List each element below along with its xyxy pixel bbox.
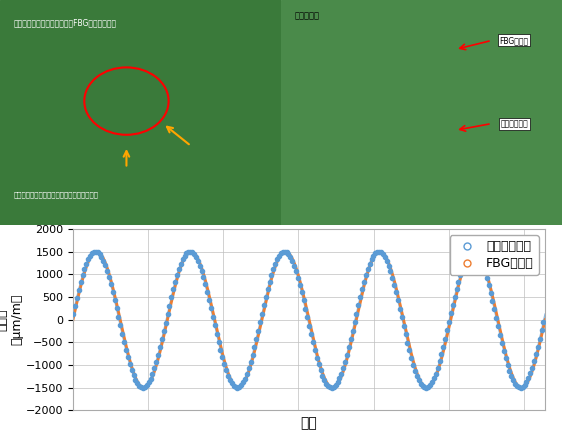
FBGセンサ [93,249,100,254]
ひずみゲージ [268,273,275,278]
Y-axis label: ひずみ
［μm/m］: ひずみ ［μm/m］ [0,294,23,345]
ひずみゲージ [92,249,99,254]
FBGセンサ [70,317,76,322]
ひずみゲージ [151,366,158,371]
FBGセンサ [528,370,535,375]
X-axis label: 時間: 時間 [301,416,318,430]
Text: 試験片表面にひずみゲージとFBGセンサを貼付: 試験片表面にひずみゲージとFBGセンサを貼付 [14,18,117,27]
Polygon shape [281,0,562,225]
ひずみゲージ [70,311,76,317]
FBGセンサ [287,253,294,258]
Text: ひずみゲージ: ひずみゲージ [501,119,528,128]
FBGセンサ [300,289,306,295]
ひずみゲージ [540,319,547,324]
ひずみゲージ [346,344,352,349]
Text: FBGセンサ: FBGセンサ [499,36,528,45]
ひずみゲージ [398,315,405,320]
Line: ひずみゲージ: ひずみゲージ [71,250,546,390]
FBGセンサ [542,317,549,322]
Line: FBGセンサ: FBGセンサ [73,252,545,388]
ひずみゲージ [525,375,532,381]
FBGセンサ [518,385,525,390]
Polygon shape [0,0,281,225]
ひずみゲージ [262,295,269,300]
Text: 試験片の端部を上下に振り繰り返し曲げ負荷: 試験片の端部を上下に振り繰り返し曲げ負荷 [14,191,99,198]
FBGセンサ [442,342,448,347]
Text: 貼付部拡大: 貼付部拡大 [295,11,320,20]
Legend: ひずみゲージ, FBGセンサ: ひずみゲージ, FBGセンサ [450,235,539,275]
FBGセンサ [528,369,535,375]
ひずみゲージ [139,385,146,390]
FBGセンサ [94,249,101,254]
